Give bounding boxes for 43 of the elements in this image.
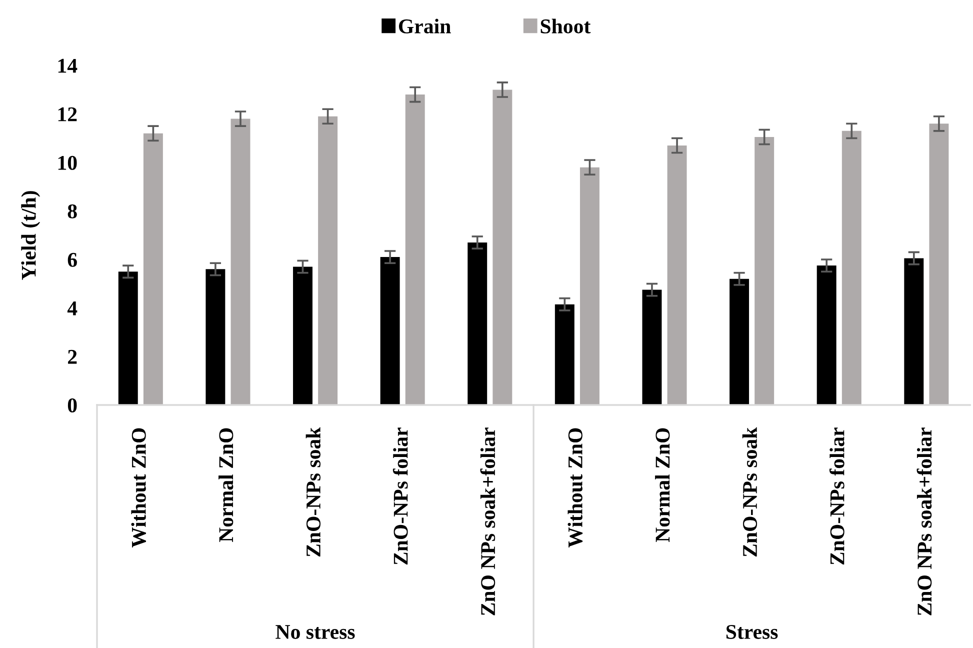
bar	[143, 133, 163, 405]
bar	[118, 272, 138, 405]
bar	[929, 124, 949, 405]
bar	[816, 266, 836, 405]
x-tick-label: ZnO-NPs foliar	[392, 428, 408, 565]
bar	[554, 304, 574, 405]
y-tick-label: 0	[68, 398, 77, 412]
x-tick-label: ZnO-NPs soak	[742, 427, 758, 556]
x-tick-label: ZnO NPs soak+foliar	[916, 428, 932, 616]
x-tick-label: Without ZnO	[131, 428, 146, 548]
bar	[380, 257, 400, 405]
bar	[230, 118, 250, 405]
bar	[580, 167, 600, 405]
bar	[468, 242, 488, 405]
bar	[642, 290, 662, 405]
text: Stress	[726, 624, 778, 639]
bar	[667, 145, 687, 405]
bar	[754, 136, 774, 405]
x-tick-label: Without ZnO	[568, 428, 583, 548]
bar	[730, 278, 750, 405]
x-tick-label: ZnO-NPs soak	[306, 427, 320, 556]
y-tick-label: 6	[68, 252, 77, 267]
y-tick-label: 4	[67, 302, 78, 316]
y-axis-title: Yield (t/h)	[21, 191, 40, 280]
y-tick-label: 8	[68, 204, 77, 218]
bar	[293, 266, 312, 405]
bar	[904, 258, 924, 405]
bar	[842, 130, 862, 405]
y-tick-label: 14	[58, 58, 78, 73]
x-tick-label: Normal ZnO	[218, 428, 234, 542]
x-tick-label: ZnO-NPs foliar	[829, 428, 844, 565]
y-tick-label: 10	[58, 156, 77, 170]
x-tick-label: ZnO NPs soak+foliar	[480, 428, 496, 616]
y-tick-label: 12	[58, 107, 77, 122]
bar	[318, 116, 338, 405]
bar	[492, 90, 512, 405]
text: No stress	[276, 625, 355, 639]
bar	[206, 269, 226, 405]
legend-label: Grain	[398, 18, 451, 34]
legend-label: Shoot	[540, 18, 591, 34]
bar	[405, 94, 425, 405]
y-tick-label: 2	[68, 350, 77, 364]
x-tick-label: Normal ZnO	[655, 428, 670, 542]
